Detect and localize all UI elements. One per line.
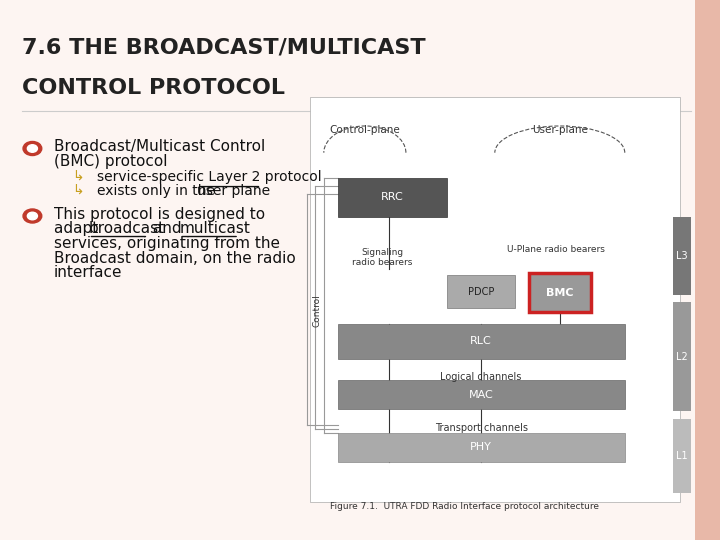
Text: User-plane: User-plane [532,125,588,136]
Circle shape [27,145,37,152]
Text: ↳: ↳ [72,170,84,184]
Text: L1: L1 [676,451,688,461]
FancyBboxPatch shape [338,178,447,217]
Text: MAC: MAC [469,390,493,400]
Text: exists only in the: exists only in the [97,184,220,198]
FancyBboxPatch shape [447,275,516,308]
Text: Signaling
radio bearers: Signaling radio bearers [352,248,412,267]
Text: Broadcast/Multicast Control: Broadcast/Multicast Control [54,139,265,154]
FancyBboxPatch shape [695,0,720,540]
Text: L2: L2 [676,352,688,362]
FancyBboxPatch shape [673,302,691,411]
Text: U-Plane radio bearers: U-Plane radio bearers [508,245,606,254]
Text: Figure 7.1.  UTRA FDD Radio Interface protocol architecture: Figure 7.1. UTRA FDD Radio Interface pro… [330,502,598,511]
Text: RRC: RRC [381,192,404,202]
Text: PHY: PHY [470,442,492,452]
Text: Control-plane: Control-plane [330,125,400,136]
Text: L3: L3 [676,251,688,261]
Text: CONTROL PROTOCOL: CONTROL PROTOCOL [22,78,284,98]
FancyBboxPatch shape [673,217,691,295]
Text: adapt: adapt [54,221,103,237]
FancyBboxPatch shape [673,419,691,493]
Text: user plane: user plane [197,184,270,198]
Text: broadcast: broadcast [89,221,165,237]
Text: interface: interface [54,265,122,280]
Text: services, originating from the: services, originating from the [54,236,280,251]
Circle shape [23,141,42,156]
FancyBboxPatch shape [338,324,625,359]
Text: Control: Control [312,294,322,327]
FancyBboxPatch shape [529,273,590,312]
Text: (BMC) protocol: (BMC) protocol [54,154,168,169]
Text: Transport channels: Transport channels [435,423,528,433]
FancyBboxPatch shape [338,380,625,409]
Text: RLC: RLC [470,336,492,346]
Text: multicast: multicast [179,221,250,237]
Text: 7.6 THE BROADCAST/MULTICAST: 7.6 THE BROADCAST/MULTICAST [22,38,426,58]
Text: Broadcast domain, on the radio: Broadcast domain, on the radio [54,251,296,266]
Text: Logical channels: Logical channels [441,372,522,382]
Text: This protocol is designed to: This protocol is designed to [54,207,265,222]
FancyBboxPatch shape [338,433,625,462]
Text: and: and [148,221,186,237]
Circle shape [27,212,37,220]
Circle shape [23,209,42,223]
Text: PDCP: PDCP [468,287,495,296]
Text: service-specific Layer 2 protocol: service-specific Layer 2 protocol [97,170,322,184]
Text: ↳: ↳ [72,184,84,198]
FancyBboxPatch shape [310,97,680,502]
Text: BMC: BMC [546,288,574,298]
